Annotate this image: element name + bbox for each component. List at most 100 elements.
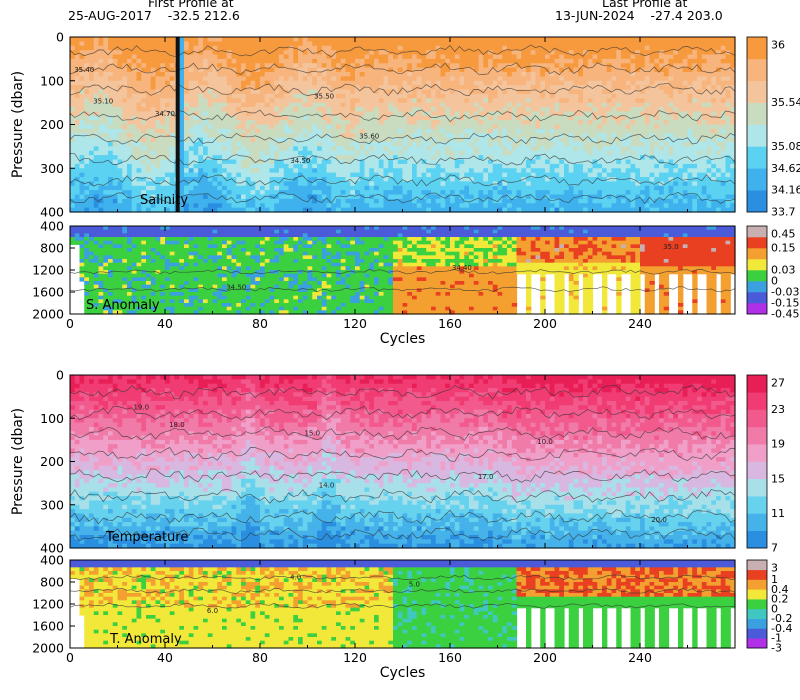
panel-3-field [70, 375, 736, 549]
panel-2-contour-label-0: 34.40 [452, 264, 472, 272]
colorbar-2-swatch-6 [747, 237, 767, 249]
panel-4-ytick-2: 1200 [32, 597, 64, 612]
panel-2-xtick-3: 120 [343, 316, 367, 331]
colorbar-3-label-6: 19 [771, 438, 785, 451]
panel-3-ytick-0: 0 [56, 368, 64, 383]
panel-3-ytick-2: 200 [40, 454, 64, 469]
last-profile-info: 13-JUN-2024 -27.4 203.0 [555, 9, 723, 23]
panel-2-contour-label-1: 34.50 [226, 283, 246, 291]
colorbar-1-label-7: 36 [771, 39, 785, 52]
last-profile-date: 13-JUN-2024 [555, 8, 635, 23]
panel-1-ytick-2: 200 [40, 117, 64, 132]
panel-2-ytick-4: 2000 [32, 307, 64, 322]
first-profile-date: 25-AUG-2017 [68, 8, 152, 23]
colorbar-1-swatch-1 [747, 168, 767, 191]
panel-3-contour-label-3: 14.0 [319, 481, 335, 489]
panel-4-ytick-0: 400 [40, 553, 64, 568]
colorbar-2-swatch-7 [747, 226, 767, 238]
panel-4-label: T. Anomaly [109, 632, 182, 647]
colorbar-1-label-1: 34.16 [771, 184, 800, 197]
colorbar-4-label-1: -1 [771, 632, 782, 645]
panel-1-axes: 0 100 200 300 400 Pressure (dbar) [10, 30, 736, 220]
panel-2-xtick-2: 80 [252, 316, 268, 331]
panel-3-ylabel: Pressure (dbar) [10, 408, 26, 515]
colorbar-4-swatch-4 [747, 599, 767, 610]
colorbar-1-swatch-5 [747, 80, 767, 103]
colorbar-3-swatch-6 [747, 426, 767, 445]
colorbar-4-swatch-3 [747, 608, 767, 619]
colorbar-3-label-2: 11 [771, 507, 785, 520]
first-profile-lon: 212.6 [204, 8, 240, 23]
panel-1-contour-label-0: 35.40 [74, 66, 94, 74]
panel-1-contour-label-2: 34.70 [155, 110, 175, 118]
panel-4-contours [69, 574, 736, 609]
colorbar-2-label-7: 0.45 [771, 228, 796, 241]
panel-4-xtick-5: 200 [533, 650, 557, 665]
panel-4-ytick-3: 1600 [32, 619, 64, 634]
panel-4-contour-label-0: 4.0 [290, 573, 301, 581]
panel-2-field [70, 226, 736, 315]
panel-2-xtick-5: 200 [533, 316, 557, 331]
colorbar-3-swatch-8 [747, 392, 767, 410]
panel-2-ytick-2: 1200 [32, 263, 64, 278]
panel-3-axes: 0 100 200 300 400 Pressure (dbar) [10, 368, 736, 556]
colorbar-4-swatch-1 [747, 628, 767, 639]
panel-4-contour-label-1: 5.0 [409, 580, 420, 588]
panel-1-contours [69, 44, 736, 205]
colorbar-2-swatch-4 [747, 259, 767, 271]
colorbar-3-swatch-3 [747, 478, 767, 497]
colorbar-1-swatch-2 [747, 146, 767, 169]
panel-1-contour-label-4: 34.50 [290, 157, 310, 165]
colorbar-1-label-5: 35.54 [771, 96, 800, 109]
colorbar-1-swatch-7 [747, 37, 767, 60]
colorbar-2-swatch-0 [747, 303, 767, 315]
panel-3-contour-label-4: 17.0 [478, 473, 494, 481]
panel-2-ytick-1: 800 [40, 241, 64, 256]
colorbar-1-swatch-4 [747, 102, 767, 125]
colorbar-3-label-0: 7 [771, 542, 778, 555]
panel-3-ytick-1: 100 [40, 411, 64, 426]
panel-3-contour-label-5: 10.0 [537, 438, 553, 446]
panel-3-contour-label-6: 20.0 [651, 516, 667, 524]
colorbar-2-label-2: -0.03 [771, 286, 799, 299]
panel-2-xlabel: Cycles [380, 331, 426, 347]
colorbar-2-label-0: -0.45 [771, 308, 799, 321]
panel-1-colorbar: 33.7 34.16 34.62 35.08 35.54 36 [746, 36, 800, 219]
colorbar-4-swatch-5 [747, 589, 767, 600]
colorbar-4-label-8: 3 [771, 562, 778, 575]
panel-3-ytick-3: 300 [40, 497, 64, 512]
colorbar-4-swatch-8 [747, 560, 767, 571]
colorbar-4-swatch-2 [747, 618, 767, 629]
panel-4-field [70, 560, 736, 649]
panel-4-colorbar: -3-1-0.4-0.200.20.413 [746, 559, 792, 655]
panel-3-contour-label-2: 15.0 [304, 430, 320, 438]
panel-1-field [70, 37, 736, 213]
colorbar-3-swatch-4 [747, 461, 767, 480]
colorbar-1-swatch-3 [747, 124, 767, 147]
first-profile-info: 25-AUG-2017 -32.5 212.6 [68, 9, 240, 23]
colorbar-1-label-2: 34.62 [771, 162, 800, 175]
panel-1-dark-band [175, 37, 180, 212]
colorbar-4-label-7: 1 [771, 573, 778, 586]
panel-2-ytick-0: 400 [40, 219, 64, 234]
colorbar-1-label-0: 33.7 [771, 206, 796, 219]
panel-2-ytick-3: 1600 [32, 285, 64, 300]
panel-3-ytick-4: 400 [40, 541, 64, 556]
colorbar-1-swatch-0 [747, 190, 767, 213]
panel-4-xlabel: Cycles [380, 665, 426, 681]
colorbar-4-label-0: -3 [771, 642, 782, 655]
last-profile-lon: 203.0 [686, 8, 723, 23]
colorbar-3-swatch-2 [747, 496, 767, 514]
panel-1-ytick-1: 100 [40, 73, 64, 88]
panel-2-xtick-1: 40 [157, 316, 173, 331]
panel-2-xtick-4: 160 [438, 316, 462, 331]
colorbar-4-label-2: -0.4 [771, 622, 792, 635]
colorbar-2-swatch-3 [747, 270, 767, 282]
panel-2-xtick-6: 240 [628, 316, 652, 331]
first-profile-lat: -32.5 [167, 8, 201, 23]
colorbar-2-swatch-5 [747, 248, 767, 260]
panel-1-contour-label-3: 35.50 [314, 92, 334, 100]
colorbar-4-label-6: 0.4 [771, 583, 789, 596]
